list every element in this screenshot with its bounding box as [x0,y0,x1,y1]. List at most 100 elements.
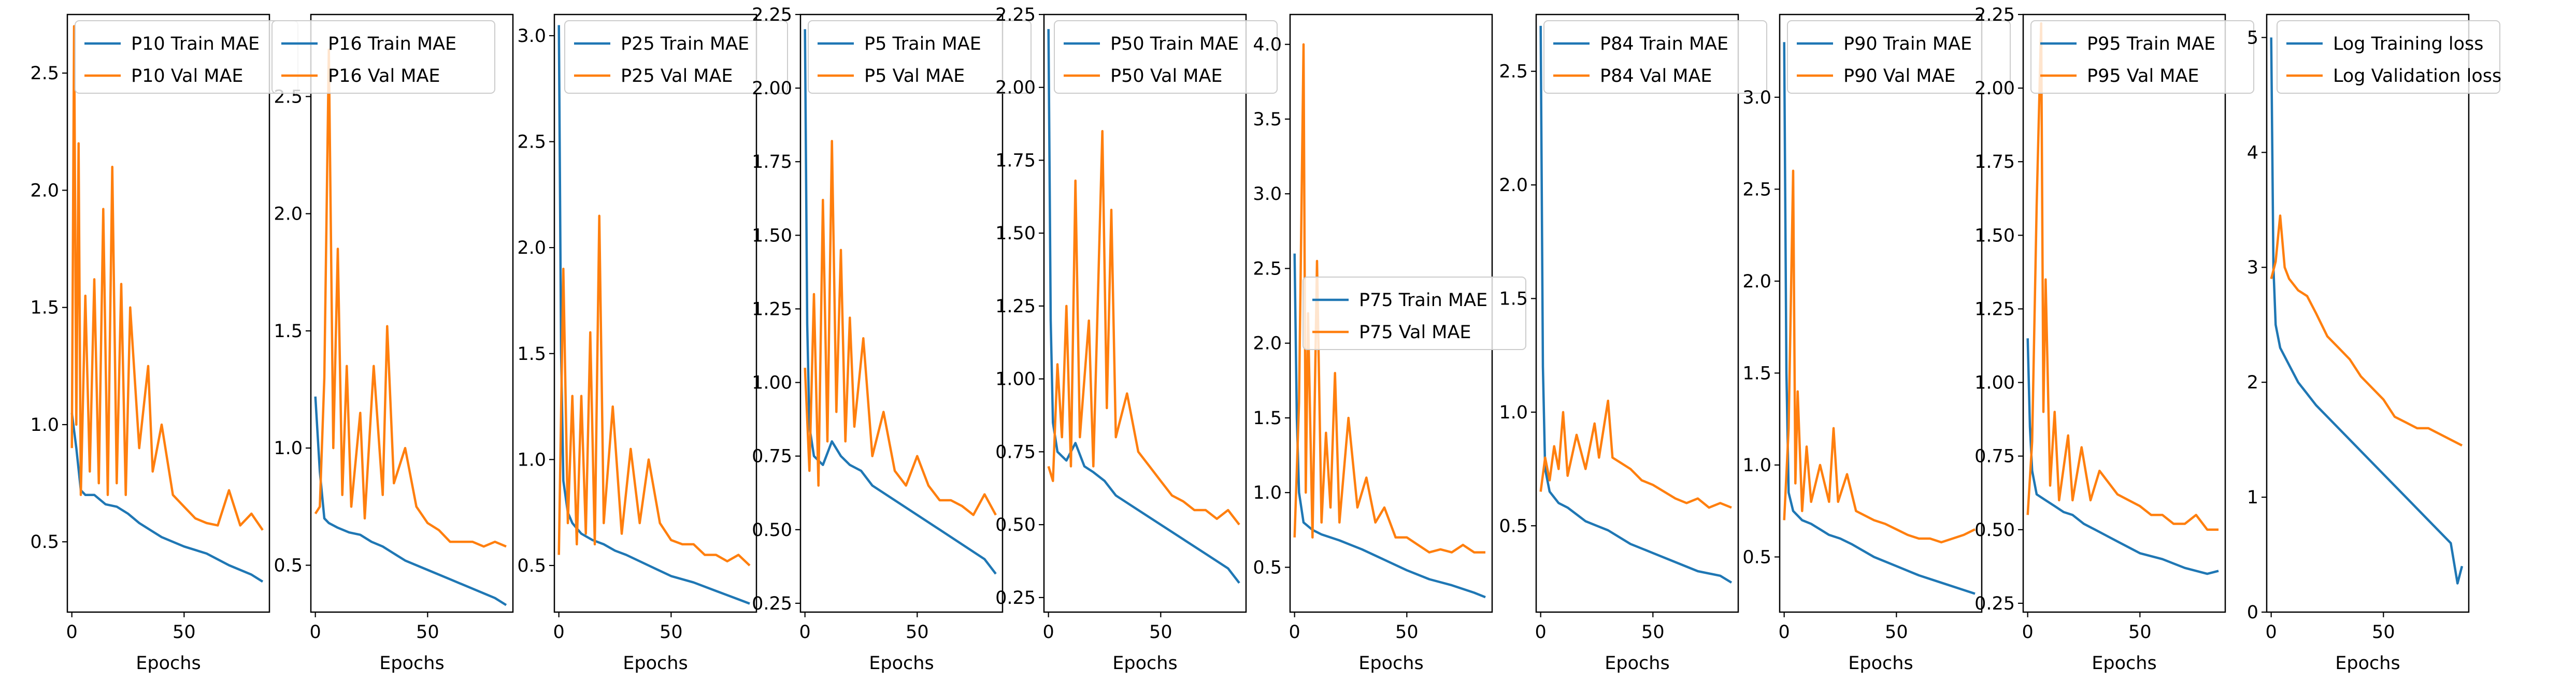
legend: P5 Train MAE P5 Val MAE [808,20,1032,94]
y-tick-label: 1.50 [995,223,1036,244]
y-tick-label: 0.25 [1974,593,2015,614]
series-line-val [314,48,507,548]
series-line-val [1783,169,1976,544]
y-tick-label: 1.25 [752,299,792,320]
x-axis-label: Epochs [379,653,444,674]
x-tick-label: 50 [1395,622,1419,643]
y-tick-label: 1.5 [517,344,546,365]
y-tick-label: 1.5 [1742,363,1771,384]
series-line-val [557,214,751,567]
x-tick-label: 0 [2266,622,2277,643]
series-line-train [1783,42,1976,595]
legend-entry: P75 Val MAE [1359,322,1471,343]
y-tick-label: 1.50 [1974,225,2015,246]
series-line-val [1293,43,1485,554]
legend-entry: P5 Train MAE [864,34,981,54]
y-tick-label: 1.0 [30,415,59,436]
chart-panel: 0.5 1.0 1.5 2.0 2.5 3.0 0 50 Epochs P25 Train MAE… [517,13,788,674]
legend-entry: P25 Train MAE [621,34,749,54]
y-tick-label: 2.25 [752,5,792,25]
x-tick-label: 0 [1043,622,1054,643]
legend-entry: P16 Val MAE [328,66,440,86]
series-line-val [2270,214,2463,447]
y-tick-label: 1.00 [752,373,792,394]
axes-frame [310,13,514,613]
legend-entry: P84 Train MAE [1600,34,1728,54]
y-tick-label: 0.5 [1742,547,1771,568]
x-tick-label: 0 [799,622,811,643]
x-tick-label: 0 [1289,622,1300,643]
legend: Log Training loss Log Validation loss [2277,20,2501,94]
legend: P25 Train MAE P25 Val MAE [564,20,788,94]
y-tick-label: 0.25 [995,588,1036,608]
y-tick-label: 0.5 [1499,516,1528,536]
y-tick-label: 1.00 [995,369,1036,390]
y-tick-label: 0.5 [517,556,546,576]
y-tick-label: 2.0 [1253,334,1282,354]
y-tick-label: 0.75 [995,442,1036,462]
y-tick-label: 3.0 [517,26,546,47]
series-line-train [2270,37,2464,585]
legend-entry: P5 Val MAE [864,66,965,86]
y-tick-label: 1.25 [1974,299,2015,320]
series-line-train [804,29,997,575]
x-axis-label: Epochs [1605,653,1669,674]
y-tick-label: 3.0 [1742,88,1771,108]
y-tick-label: 1.0 [274,438,303,459]
series-line-val [1047,129,1240,526]
chart-panel: 0.25 0.50 0.75 1.00 1.25 1.50 1.75 2.00 2.25 0 50 E… [1974,5,2254,674]
y-tick-label: 0.75 [752,446,792,467]
legend-entry: P75 Train MAE [1359,290,1487,311]
legend-entry: P95 Val MAE [2087,66,2199,86]
x-tick-label: 50 [660,622,683,643]
legend-entry: P90 Val MAE [1843,66,1956,86]
x-axis-label: Epochs [623,653,688,674]
y-tick-label: 2.0 [1499,175,1528,196]
y-tick-label: 3 [2247,257,2258,278]
y-tick-label: 1.0 [1742,455,1771,476]
x-tick-label: 50 [173,622,196,643]
legend-entry: P50 Val MAE [1110,66,1223,86]
axes-frame [799,13,1004,613]
legend-entry: P25 Val MAE [621,66,733,86]
series-line-val [2026,22,2219,531]
y-tick-label: 1.75 [1974,152,2015,172]
y-tick-label: 1.50 [752,225,792,246]
x-tick-label: 0 [2022,622,2034,643]
y-tick-label: 2.5 [1742,179,1771,200]
legend-entry: P10 Train MAE [131,34,260,54]
y-tick-label: 3.0 [1253,184,1282,205]
y-tick-label: 1.5 [1253,408,1282,429]
y-tick-label: 1.0 [517,450,546,470]
legend-entry: P84 Val MAE [1600,66,1712,86]
x-tick-label: 0 [1779,622,1790,643]
y-tick-label: 2.0 [30,180,59,201]
x-axis-label: Epochs [2092,653,2156,674]
axes-frame [1535,13,1739,613]
legend: P10 Train MAE P10 Val MAE [75,20,298,94]
y-tick-label: 2.00 [995,78,1036,98]
legend-entry: P90 Train MAE [1843,34,1972,54]
y-tick-label: 0.50 [1974,520,2015,541]
x-tick-label: 50 [416,622,439,643]
x-tick-label: 50 [1149,622,1172,643]
axes-frame [2022,13,2226,613]
y-tick-label: 2.0 [517,238,546,258]
y-tick-label: 1.0 [1499,402,1528,423]
axes-frame [66,13,270,613]
y-tick-label: 5 [2247,27,2258,48]
x-tick-label: 50 [1885,622,1908,643]
x-tick-label: 50 [1641,622,1665,643]
y-tick-label: 0.75 [1974,446,2015,467]
y-tick-label: 0.5 [1253,557,1282,578]
legend: P84 Train MAE P84 Val MAE [1543,20,1767,94]
axes-frame [1043,13,1247,613]
y-tick-label: 2.0 [1742,271,1771,292]
series-line-train [557,25,750,605]
x-tick-label: 50 [2372,622,2395,643]
series-line-val [804,140,997,516]
chart-panel: 0.25 0.50 0.75 1.00 1.25 1.50 1.75 2.00 2.25 0 50 E… [752,5,1032,674]
